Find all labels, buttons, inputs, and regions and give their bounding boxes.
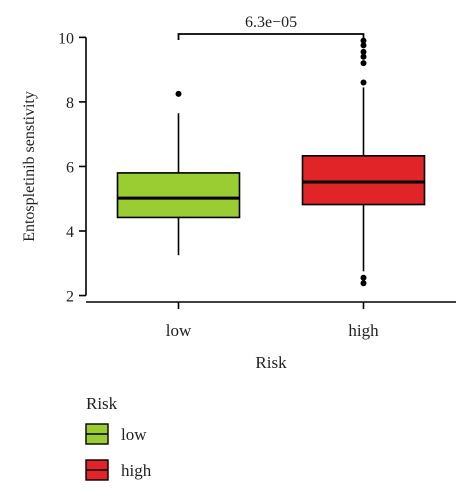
y-axis-label: Entospletinib senstivity — [21, 91, 38, 242]
significance-bracket — [177, 33, 365, 40]
outlier-point — [360, 280, 367, 287]
outlier-point — [360, 37, 367, 44]
outlier-point — [360, 48, 367, 55]
x-axis-label: Risk — [255, 353, 287, 372]
legend-entry-high: high — [85, 459, 152, 481]
y-tick-label: 2 — [66, 289, 74, 306]
legend-title: Risk — [86, 394, 118, 413]
y-tick-label: 6 — [66, 159, 74, 176]
outlier-point — [360, 42, 367, 49]
x-tick-label: high — [348, 321, 379, 340]
box-high — [301, 37, 426, 287]
outlier-point — [175, 90, 182, 97]
legend-label: low — [121, 425, 147, 444]
outlier-point — [360, 53, 367, 60]
y-tick-label: 10 — [58, 30, 74, 47]
x-tick-label: low — [166, 321, 192, 340]
x-axis: low high — [86, 301, 456, 340]
boxes — [116, 37, 426, 287]
y-axis: 2 4 6 8 10 — [58, 30, 87, 306]
outlier-point — [360, 79, 367, 86]
p-value-label: 6.3e−05 — [245, 14, 297, 31]
outlier-point — [360, 60, 367, 67]
legend-label: high — [121, 461, 152, 480]
outlier-point — [360, 274, 367, 281]
legend-entries: low high — [85, 423, 152, 481]
box-low — [116, 90, 241, 256]
box-body — [301, 155, 426, 206]
box-body — [116, 172, 241, 219]
legend: Risk low high — [85, 394, 152, 481]
y-tick-label: 8 — [66, 95, 74, 112]
significance-annotation: 6.3e−05 — [177, 14, 365, 40]
y-tick-label: 4 — [66, 224, 74, 241]
legend-entry-low: low — [85, 423, 147, 445]
